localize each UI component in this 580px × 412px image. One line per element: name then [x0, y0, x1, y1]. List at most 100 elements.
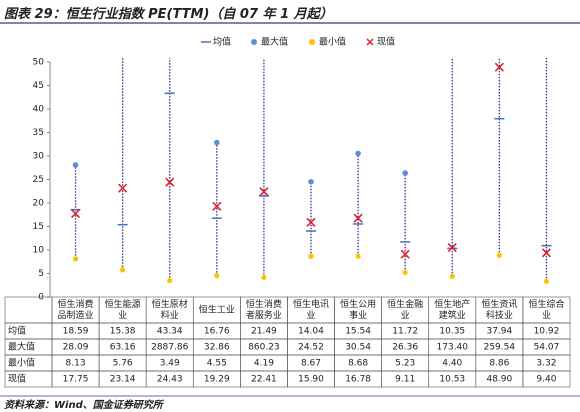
table-value: 10.92: [534, 327, 560, 337]
min-dot: [120, 267, 126, 273]
y-tick-label: 50: [33, 58, 45, 68]
x-tick-label: 恒生能源: [105, 298, 141, 310]
row-label: 最小值: [8, 357, 35, 369]
table-value: 5.23: [395, 359, 415, 369]
max-dot: [544, 40, 550, 46]
y-tick-label: 40: [33, 105, 45, 115]
plot-area: [70, 0, 552, 284]
table-value: 16.78: [345, 375, 371, 385]
table-value: 24.52: [298, 343, 324, 353]
y-tick-label: 15: [33, 222, 44, 232]
x-tick-label: 业: [542, 310, 551, 321]
table-value: 54.07: [534, 343, 560, 353]
table-value: 63.16: [110, 343, 136, 353]
current-mark: [400, 249, 410, 259]
min-dot: [402, 269, 408, 276]
table-value: 4.19: [254, 359, 274, 369]
current-mark: [494, 62, 504, 72]
legend-marker: [309, 39, 315, 45]
table-value: 43.34: [157, 327, 183, 337]
table-value: 10.53: [439, 375, 465, 385]
max-dot: [72, 162, 79, 168]
legend-marker: [251, 39, 257, 45]
row-label: 现值: [8, 373, 26, 385]
x-tick-label: 料业: [161, 309, 179, 321]
y-tick-label: 5: [38, 269, 44, 279]
min-dot: [355, 253, 361, 259]
table-value: 8.68: [348, 359, 368, 369]
table-value: 23.14: [110, 375, 136, 385]
min-dot: [72, 256, 79, 262]
x-tick-label: 恒生消费: [246, 298, 282, 310]
y-tick-label: 10: [33, 246, 45, 256]
table-value: 8.13: [66, 359, 86, 369]
min-dot: [449, 273, 455, 279]
x-tick-label: 科技业: [486, 309, 513, 321]
x-tick-label: 恒生电讯: [293, 298, 329, 310]
current-mark: [165, 177, 175, 187]
table-value: 22.41: [251, 375, 277, 385]
max-dot: [355, 150, 361, 157]
table-value: 15.54: [345, 327, 371, 337]
table-value: 15.90: [298, 375, 324, 385]
x-tick-label: 品制造业: [58, 309, 94, 321]
min-dot: [167, 277, 173, 284]
legend-item: 最大值: [251, 36, 288, 48]
table-value: 259.54: [484, 343, 516, 353]
x-tick-label: 恒生地产: [434, 298, 470, 310]
table-value: 2887.86: [151, 343, 188, 353]
y-tick-label: 45: [33, 81, 44, 91]
legend-label: 最小值: [319, 36, 346, 48]
table-value: 4.55: [207, 359, 227, 369]
min-dot: [543, 278, 550, 284]
table-value: 48.90: [486, 375, 512, 385]
table-value: 37.94: [486, 327, 512, 337]
current-mark: [259, 187, 269, 197]
table-value: 14.04: [298, 327, 324, 337]
legend-label: 最大值: [261, 36, 288, 48]
legend-marker: [366, 38, 374, 46]
table-value: 32.86: [204, 343, 230, 353]
table-cell: [4, 296, 53, 324]
current-mark: [447, 242, 457, 253]
max-dot: [308, 178, 314, 185]
x-tick-label: 恒生工业: [199, 304, 235, 316]
table-cell: [522, 370, 571, 388]
table-value: 18.59: [63, 327, 89, 337]
table-value: 5.76: [113, 359, 133, 369]
table-value: 4.40: [442, 359, 462, 369]
table-value: 3.32: [536, 359, 556, 369]
table-value: 9.11: [395, 375, 415, 385]
min-dot: [261, 274, 267, 280]
table-value: 173.40: [437, 343, 469, 353]
table-value: 24.43: [157, 375, 183, 385]
current-mark: [212, 201, 222, 211]
table-value: 15.38: [110, 327, 136, 337]
current-mark: [70, 209, 81, 219]
current-mark: [306, 217, 316, 227]
x-tick-label: 恒生综合: [528, 298, 564, 310]
y-tick-label: 30: [33, 152, 45, 162]
table-value: 16.76: [204, 327, 230, 337]
table-value: 26.36: [392, 343, 418, 353]
table-value: 8.86: [489, 359, 509, 369]
x-tick-label: 恒生原材: [152, 298, 188, 310]
current-mark: [541, 248, 552, 258]
table-value: 8.67: [301, 359, 321, 369]
legend-item: 最小值: [309, 36, 346, 48]
y-tick-label: 0: [38, 293, 44, 303]
table-value: 9.40: [536, 375, 556, 385]
table-value: 3.49: [160, 359, 180, 369]
table-value: 860.23: [248, 343, 280, 353]
table-value: 21.49: [251, 327, 277, 337]
x-tick-label: 业: [306, 310, 315, 321]
max-dot: [120, 0, 126, 3]
x-tick-label: 恒生消费: [58, 298, 94, 310]
source: 资料来源：Wind、国金证券研究所: [4, 399, 165, 411]
x-tick-label: 恒生资讯: [481, 298, 517, 310]
legend-label: 均值: [213, 36, 231, 48]
table-value: 28.09: [63, 343, 89, 353]
x-tick-label: 恒生公用: [340, 298, 376, 310]
row-label: 均值: [8, 325, 26, 337]
